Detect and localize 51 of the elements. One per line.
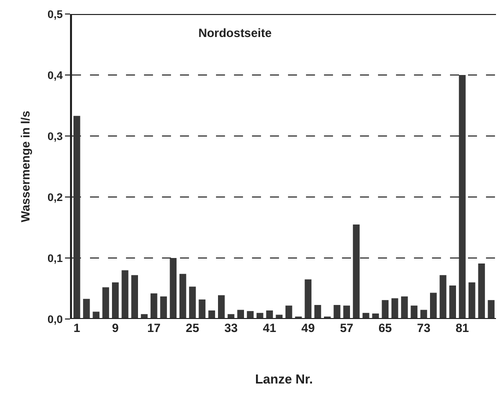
bar (382, 300, 389, 319)
x-tick-label: 41 (262, 321, 277, 335)
bar (189, 286, 196, 319)
bar (179, 274, 186, 319)
x-tick-label: 17 (147, 321, 161, 335)
bar (160, 296, 167, 319)
bar (92, 312, 100, 319)
bar (112, 282, 119, 319)
bar (334, 304, 340, 319)
bar (391, 298, 398, 319)
bar (198, 299, 206, 319)
bar (458, 75, 466, 319)
bar (218, 295, 225, 319)
x-tick-label: 25 (186, 321, 200, 335)
y-axis-title: Wassermenge in l/s (18, 110, 32, 222)
x-tick-label: 73 (417, 321, 431, 335)
bar (285, 306, 292, 319)
bar (122, 270, 128, 319)
bar (478, 263, 485, 319)
bar (131, 275, 138, 319)
bar (83, 298, 90, 319)
bar (401, 296, 408, 319)
bar (73, 116, 80, 319)
y-tick-label: 0,2 (48, 192, 63, 204)
bar (170, 258, 177, 319)
x-tick-label: 33 (224, 321, 238, 335)
bar (150, 293, 158, 319)
x-tick-label: 49 (301, 321, 316, 335)
bar (440, 275, 446, 319)
bar (410, 306, 418, 319)
y-tick-label: 0,3 (48, 130, 63, 143)
bar (102, 287, 110, 319)
bar (352, 224, 360, 319)
bar (468, 282, 476, 319)
y-tick-label: 0,0 (48, 314, 63, 326)
bar (266, 310, 273, 319)
bar (430, 292, 437, 319)
text: Nordostseite (198, 26, 272, 40)
x-tick-label: 57 (340, 321, 354, 335)
y-tick-label: 0,1 (48, 252, 63, 265)
y-tick-label: 0,4 (48, 70, 64, 82)
bar (449, 285, 456, 319)
x-tick-label: 81 (456, 321, 470, 335)
bar (343, 306, 350, 319)
bar (304, 279, 312, 319)
x-tick-label: 9 (112, 321, 120, 335)
x-tick-label: 65 (378, 321, 392, 335)
y-tick-label: 0,5 (48, 8, 63, 21)
bar (488, 300, 495, 319)
x-axis-title: Lanze Nr. (255, 372, 313, 387)
x-tick-label: 1 (73, 321, 80, 335)
